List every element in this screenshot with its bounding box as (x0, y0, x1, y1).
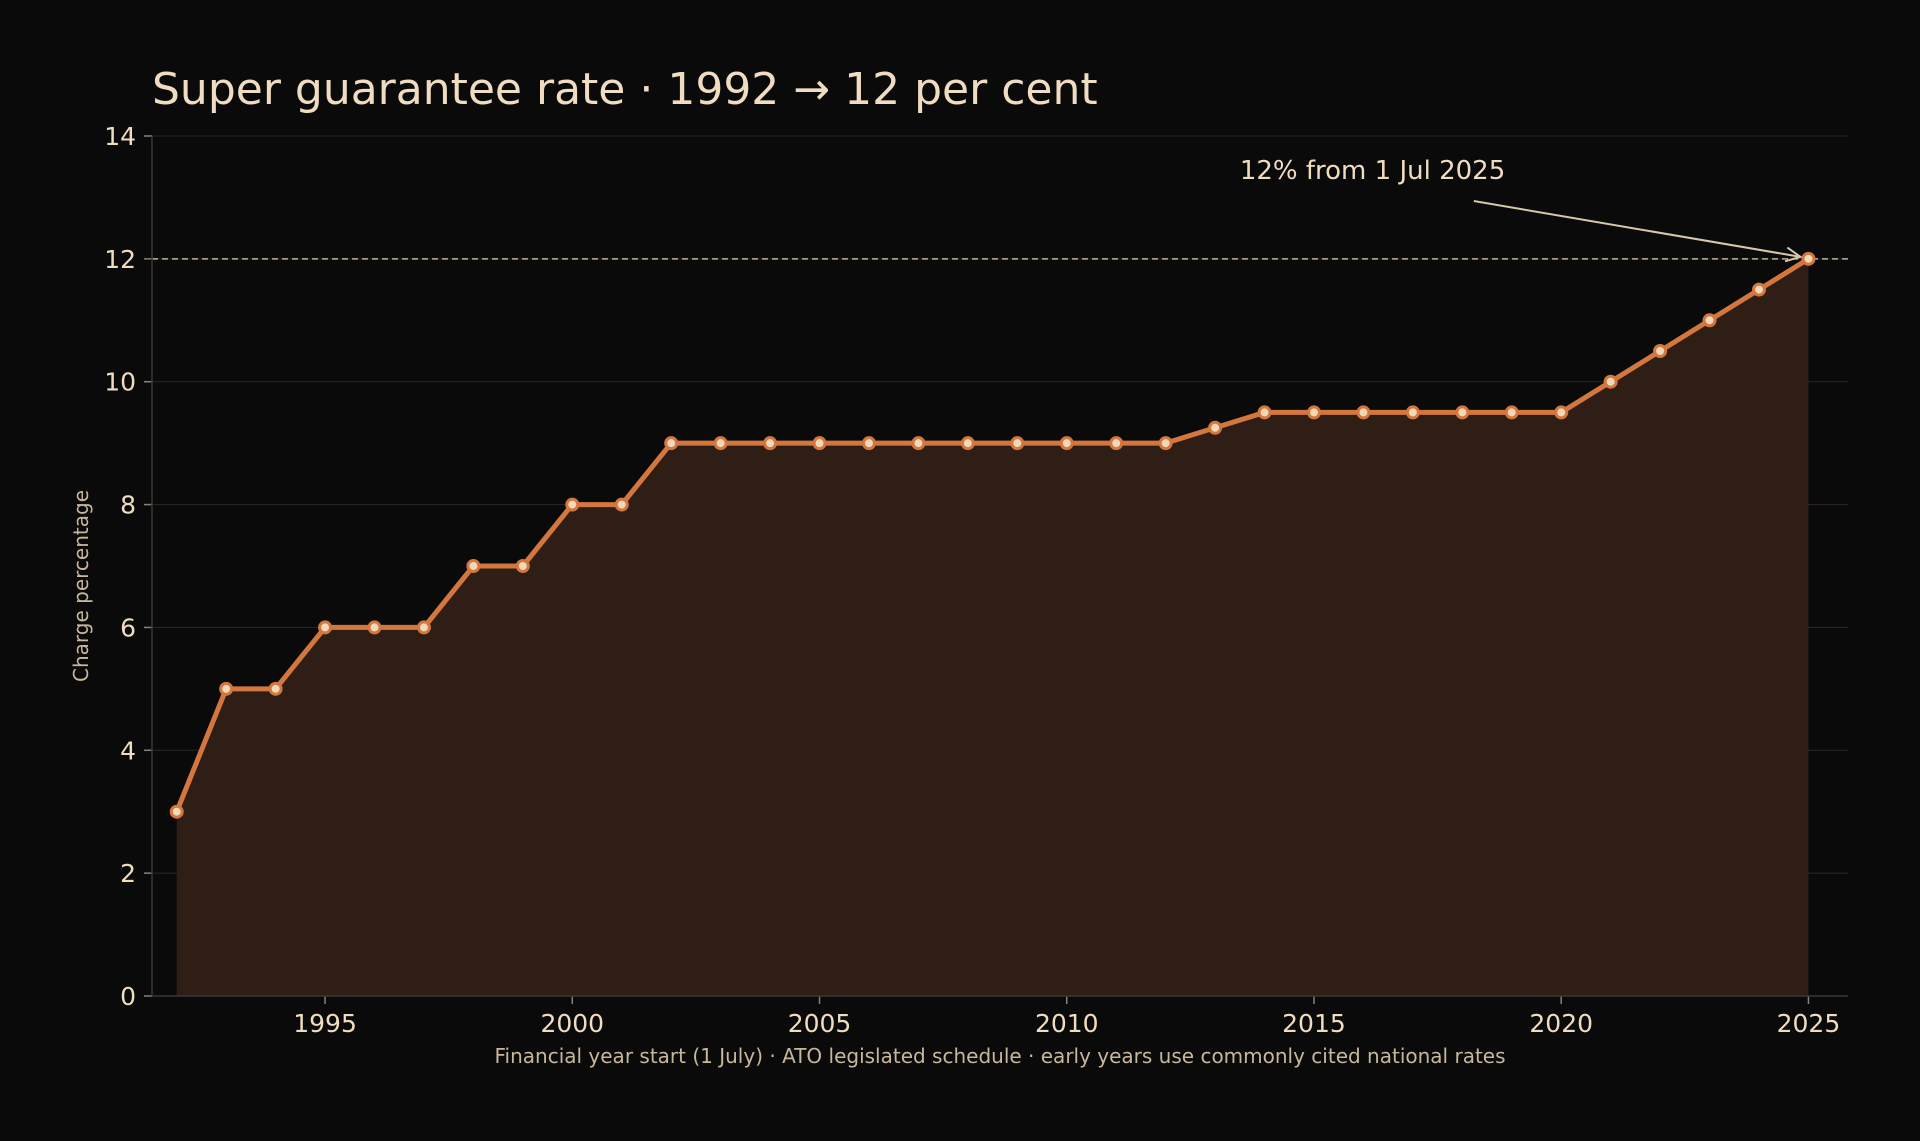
data-point (367, 620, 382, 635)
y-tick-label: 2 (120, 859, 136, 888)
data-point (515, 559, 530, 573)
data-point (911, 436, 926, 451)
x-axis-label: Financial year start (1 July) · ATO legi… (494, 1044, 1505, 1068)
data-point (1801, 251, 1816, 266)
data-point (1010, 436, 1025, 451)
data-point (416, 620, 431, 635)
data-point (1059, 436, 1074, 451)
data-point (1257, 405, 1272, 420)
data-point (1158, 436, 1173, 451)
annotation-text: 12% from 1 Jul 2025 (1240, 156, 1505, 186)
y-tick-label: 0 (120, 982, 136, 1011)
x-tick-label: 1995 (293, 1009, 357, 1038)
y-tick-label: 4 (120, 736, 136, 765)
series-line (174, 256, 1811, 815)
axes: 0 2 4 6 8 10 12 14 1995 2000 2005 2010 2015 2020 2025 (104, 122, 1848, 1038)
data-point (1208, 420, 1223, 435)
data-point (219, 681, 234, 696)
data-point (812, 436, 827, 451)
y-axis-label: Charge percentage (69, 490, 93, 682)
x-tick-label: 2000 (540, 1009, 604, 1038)
data-point (1109, 436, 1124, 451)
data-point (1356, 405, 1371, 420)
data-point (268, 681, 283, 696)
y-tick-label: 6 (120, 613, 136, 642)
data-point (1504, 405, 1519, 420)
data-point (960, 436, 975, 451)
series-area (176, 258, 1809, 996)
data-point (1455, 405, 1470, 420)
data-point (713, 436, 728, 451)
area-layer (176, 258, 1809, 996)
x-tick-label: 2010 (1035, 1009, 1099, 1038)
data-point (1405, 405, 1420, 420)
data-point (1306, 405, 1321, 420)
data-point (1603, 374, 1618, 389)
x-tick-label: 2020 (1529, 1009, 1593, 1038)
annotation-arrowhead (1784, 246, 1803, 263)
y-tick-label: 14 (104, 122, 136, 151)
data-point (169, 804, 184, 819)
annotation-layer: 12% from 1 Jul 2025 (1240, 156, 1803, 263)
x-tick-label: 2005 (788, 1009, 852, 1038)
data-point (565, 497, 580, 512)
series-layer (174, 256, 1811, 815)
data-point (1653, 344, 1668, 358)
data-point (466, 559, 481, 573)
y-tick-label: 10 (104, 368, 136, 397)
data-point (1702, 313, 1717, 328)
data-point (1554, 405, 1569, 420)
data-point (664, 436, 679, 451)
chart-title: Super guarantee rate · 1992 → 12 per cen… (152, 64, 1098, 115)
y-tick-label: 8 (120, 491, 136, 520)
data-point (318, 620, 333, 635)
annotation-arrow (1473, 200, 1801, 258)
points-layer (169, 251, 1816, 819)
y-tick-label: 12 (104, 245, 136, 274)
x-tick-label: 2025 (1777, 1009, 1841, 1038)
data-point (1751, 282, 1766, 297)
data-point (861, 436, 876, 451)
x-tick-label: 2015 (1282, 1009, 1346, 1038)
data-point (614, 497, 629, 512)
data-point (763, 436, 778, 451)
